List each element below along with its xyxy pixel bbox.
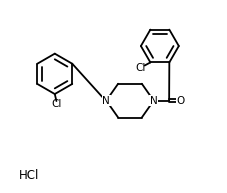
Text: N: N <box>102 96 110 106</box>
Text: N: N <box>150 96 158 106</box>
Text: O: O <box>176 96 185 106</box>
Text: HCl: HCl <box>19 169 39 182</box>
Text: Cl: Cl <box>52 99 62 109</box>
Text: Cl: Cl <box>135 63 146 73</box>
